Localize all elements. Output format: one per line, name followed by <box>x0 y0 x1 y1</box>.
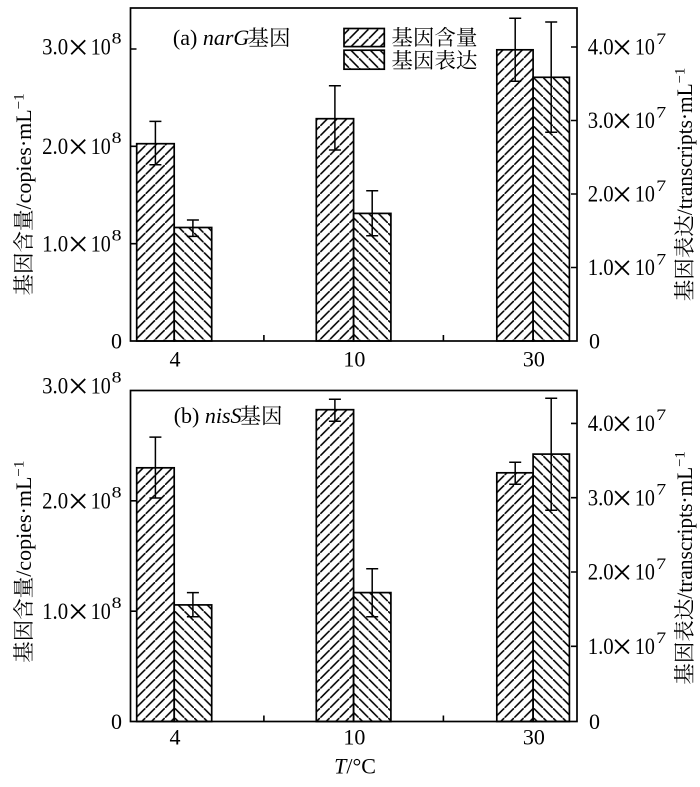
svg-text:/transcripts·mL−1: /transcripts·mL−1 <box>672 451 697 599</box>
svg-text:4: 4 <box>170 725 181 750</box>
svg-text:7: 7 <box>656 177 666 194</box>
svg-text:2.0: 2.0 <box>588 182 614 207</box>
svg-text:/transcripts·mL−1: /transcripts·mL−1 <box>672 68 697 216</box>
svg-text:0: 0 <box>589 329 600 354</box>
svg-text:1.0: 1.0 <box>42 231 68 256</box>
svg-text:10: 10 <box>635 108 655 133</box>
svg-text:10: 10 <box>91 231 111 256</box>
svg-text:30: 30 <box>523 347 545 372</box>
svg-text:10: 10 <box>91 373 111 398</box>
svg-text:8: 8 <box>112 484 122 501</box>
svg-text:T/°C: T/°C <box>334 754 376 779</box>
svg-text:8: 8 <box>112 594 122 611</box>
svg-text:10: 10 <box>635 182 655 207</box>
svg-text:10: 10 <box>91 35 111 60</box>
svg-text:8: 8 <box>112 369 122 386</box>
svg-text:(a) narG: (a) narG <box>173 25 249 50</box>
svg-text:2.0: 2.0 <box>42 488 68 513</box>
svg-text:2.0: 2.0 <box>588 560 614 585</box>
svg-text:7: 7 <box>656 481 666 498</box>
svg-text:0: 0 <box>589 709 600 734</box>
svg-text:1.0: 1.0 <box>588 255 614 280</box>
svg-text:10: 10 <box>635 485 655 510</box>
svg-text:/copies·mL−1: /copies·mL−1 <box>11 93 36 209</box>
svg-text:(b) nisS: (b) nisS <box>174 403 242 428</box>
svg-text:4.0: 4.0 <box>588 35 614 60</box>
svg-text:1.0: 1.0 <box>42 599 68 624</box>
svg-text:8: 8 <box>112 129 122 146</box>
svg-text:3.0: 3.0 <box>42 35 68 60</box>
svg-text:10: 10 <box>635 411 655 436</box>
svg-text:10: 10 <box>635 560 655 585</box>
svg-text:7: 7 <box>656 555 666 572</box>
svg-text:10: 10 <box>343 347 365 372</box>
svg-text:3.0: 3.0 <box>588 108 614 133</box>
svg-text:2.0: 2.0 <box>42 134 68 159</box>
svg-text:3.0: 3.0 <box>42 373 68 398</box>
svg-text:10: 10 <box>91 599 111 624</box>
svg-text:7: 7 <box>656 629 666 646</box>
svg-text:10: 10 <box>635 255 655 280</box>
svg-text:10: 10 <box>635 35 655 60</box>
svg-text:10: 10 <box>343 725 365 750</box>
svg-text:10: 10 <box>91 488 111 513</box>
svg-text:/copies·mL−1: /copies·mL−1 <box>11 461 36 577</box>
svg-text:8: 8 <box>112 227 122 244</box>
svg-text:7: 7 <box>656 30 666 47</box>
svg-text:7: 7 <box>656 250 666 267</box>
svg-text:4.0: 4.0 <box>588 411 614 436</box>
svg-text:1.0: 1.0 <box>588 634 614 659</box>
svg-text:3.0: 3.0 <box>588 485 614 510</box>
svg-text:7: 7 <box>656 406 666 423</box>
svg-text:10: 10 <box>91 134 111 159</box>
svg-text:8: 8 <box>112 30 122 47</box>
svg-text:30: 30 <box>523 725 545 750</box>
svg-text:4: 4 <box>170 347 181 372</box>
svg-text:0: 0 <box>111 709 122 734</box>
svg-text:0: 0 <box>111 329 122 354</box>
svg-text:10: 10 <box>635 634 655 659</box>
svg-text:7: 7 <box>656 103 666 120</box>
